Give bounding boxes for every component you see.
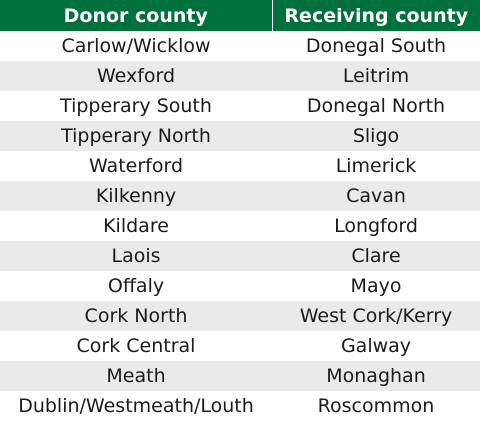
donor-county-cell: Waterford <box>0 151 272 181</box>
donor-county-cell: Wexford <box>0 61 272 91</box>
receiving-county-cell: Galway <box>272 331 480 361</box>
donor-county-cell: Kilkenny <box>0 181 272 211</box>
table-header: Donor county Receiving county <box>0 0 480 31</box>
receiving-county-cell: Clare <box>272 241 480 271</box>
header-donor-county: Donor county <box>0 0 273 31</box>
receiving-county-cell: Roscommon <box>272 391 480 421</box>
donor-county-cell: Laois <box>0 241 272 271</box>
receiving-county-cell: Donegal North <box>272 91 480 121</box>
donor-county-cell: Tipperary South <box>0 91 272 121</box>
table-row: Wexford Leitrim <box>0 61 480 91</box>
table-row: Tipperary South Donegal North <box>0 91 480 121</box>
donor-county-cell: Offaly <box>0 271 272 301</box>
receiving-county-cell: Sligo <box>272 121 480 151</box>
table-row: Cork North West Cork/Kerry <box>0 301 480 331</box>
table-row: Laois Clare <box>0 241 480 271</box>
donor-county-cell: Carlow/Wicklow <box>0 31 272 61</box>
receiving-county-cell: Donegal South <box>272 31 480 61</box>
table-row: Dublin/Westmeath/Louth Roscommon <box>0 391 480 421</box>
receiving-county-cell: West Cork/Kerry <box>272 301 480 331</box>
receiving-county-cell: Monaghan <box>272 361 480 391</box>
receiving-county-cell: Longford <box>272 211 480 241</box>
table-row: Cork Central Galway <box>0 331 480 361</box>
table-row: Waterford Limerick <box>0 151 480 181</box>
table-row: Meath Monaghan <box>0 361 480 391</box>
table-row: Carlow/Wicklow Donegal South <box>0 31 480 61</box>
header-row: Donor county Receiving county <box>0 0 480 31</box>
receiving-county-cell: Cavan <box>272 181 480 211</box>
receiving-county-cell: Leitrim <box>272 61 480 91</box>
donor-county-cell: Meath <box>0 361 272 391</box>
table-body: Carlow/Wicklow Donegal South Wexford Lei… <box>0 31 480 421</box>
header-receiving-county: Receiving county <box>272 0 480 31</box>
donor-county-cell: Dublin/Westmeath/Louth <box>0 391 272 421</box>
donor-county-cell: Kildare <box>0 211 272 241</box>
donor-county-cell: Tipperary North <box>0 121 272 151</box>
receiving-county-cell: Limerick <box>272 151 480 181</box>
table-row: Tipperary North Sligo <box>0 121 480 151</box>
receiving-county-cell: Mayo <box>272 271 480 301</box>
table-row: Offaly Mayo <box>0 271 480 301</box>
table-row: Kildare Longford <box>0 211 480 241</box>
donor-county-cell: Cork North <box>0 301 272 331</box>
donor-county-cell: Cork Central <box>0 331 272 361</box>
table-row: Kilkenny Cavan <box>0 181 480 211</box>
